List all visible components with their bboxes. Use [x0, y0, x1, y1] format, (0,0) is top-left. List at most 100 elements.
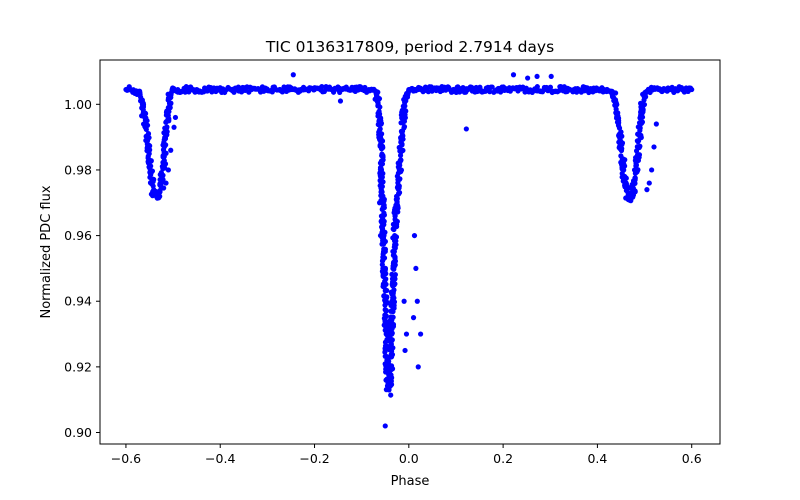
- x-axis-label: Phase: [391, 474, 430, 489]
- flux-point: [402, 103, 408, 109]
- flux-point: [162, 142, 168, 148]
- flux-point: [632, 180, 638, 187]
- flux-point: [378, 146, 385, 152]
- flux-point: [637, 127, 643, 134]
- flux-point: [500, 86, 506, 93]
- flux-point: [140, 109, 146, 115]
- flux-point: [391, 302, 397, 309]
- flux-point: [381, 212, 387, 218]
- flux-point: [375, 101, 381, 107]
- plot-frame: [99, 59, 721, 445]
- flux-point: [381, 248, 387, 255]
- flux-point: [398, 128, 405, 134]
- flux-point: [144, 134, 150, 140]
- flux-point: [390, 289, 396, 295]
- flux-point: [384, 287, 390, 294]
- flux-point: [382, 298, 388, 304]
- flux-point: [175, 86, 181, 93]
- flux-point: [158, 180, 164, 186]
- x-tick-label: 0.4: [587, 451, 607, 466]
- flux-point: [123, 86, 129, 93]
- flux-point: [613, 101, 619, 107]
- flux-point: [534, 84, 540, 90]
- flux-point: [613, 90, 619, 96]
- flux-point: [398, 157, 404, 163]
- flux-point: [381, 205, 387, 211]
- flux-point: [489, 84, 495, 90]
- flux-point: [161, 185, 167, 191]
- flux-point: [142, 114, 148, 121]
- flux-point: [388, 340, 394, 346]
- flux-point: [670, 86, 676, 93]
- flux-point: [335, 86, 341, 93]
- flux-point: [380, 157, 386, 163]
- flux-point: [401, 108, 407, 114]
- flux-point: [137, 91, 143, 98]
- flux-point: [376, 200, 383, 206]
- flux-point: [149, 180, 155, 186]
- flux-point: [391, 275, 398, 281]
- flux-point: [380, 272, 386, 278]
- y-axis-label: Normalized PDC flux: [39, 185, 54, 318]
- flux-point: [393, 218, 399, 224]
- flux-point: [132, 88, 138, 94]
- flux-point: [634, 154, 641, 160]
- flux-point: [646, 86, 652, 93]
- flux-point: [139, 101, 146, 107]
- flux-point: [158, 170, 164, 176]
- y-tick-label: 0.98: [64, 162, 92, 177]
- flux-point: [164, 124, 170, 130]
- x-tick-label: 0.2: [493, 451, 513, 466]
- flux-point: [413, 265, 419, 272]
- flux-point: [349, 86, 355, 93]
- flux-point: [168, 91, 174, 98]
- flux-point: [391, 265, 397, 272]
- flux-point: [384, 354, 390, 360]
- flux-point: [379, 183, 385, 190]
- flux-point: [376, 108, 382, 114]
- flux-point: [171, 124, 177, 130]
- flux-point: [163, 131, 169, 137]
- flux-point: [389, 331, 395, 337]
- flux-point: [381, 241, 387, 247]
- flux-point: [400, 113, 406, 119]
- flux-point: [420, 86, 426, 93]
- flux-point: [146, 157, 153, 163]
- flux-point: [476, 86, 483, 93]
- flux-point: [633, 162, 639, 168]
- flux-point: [156, 190, 162, 196]
- flux-point: [379, 153, 385, 159]
- flux-point: [594, 86, 601, 93]
- flux-point: [389, 351, 396, 358]
- flux-point: [390, 298, 396, 304]
- flux-point: [388, 392, 394, 398]
- flux-point: [170, 86, 176, 93]
- flux-point: [379, 258, 386, 264]
- flux-point: [616, 125, 623, 131]
- flux-point: [172, 114, 179, 121]
- flux-point: [630, 190, 636, 196]
- flux-point: [392, 213, 398, 219]
- flux-point: [394, 173, 400, 179]
- x-axis-ticks: −0.6 −0.4 −0.2 0.0 0.2 0.4 0.6: [111, 444, 702, 466]
- y-tick-label: 0.92: [64, 359, 92, 374]
- flux-point: [394, 195, 400, 202]
- flux-point: [510, 72, 517, 78]
- flux-point: [377, 134, 384, 140]
- flux-point: [194, 86, 200, 93]
- flux-point: [377, 172, 383, 178]
- flux-point: [571, 86, 577, 93]
- x-tick-label: −0.6: [111, 451, 141, 466]
- flux-point: [403, 331, 410, 337]
- flux-point: [147, 174, 153, 180]
- flux-point: [163, 180, 169, 186]
- flux-point: [382, 423, 388, 429]
- flux-point: [556, 88, 562, 94]
- flux-point: [380, 179, 386, 185]
- flux-point: [391, 226, 397, 233]
- flux-point: [684, 86, 690, 93]
- flux-point: [382, 349, 388, 355]
- flux-point: [383, 307, 389, 314]
- flux-point: [165, 167, 171, 173]
